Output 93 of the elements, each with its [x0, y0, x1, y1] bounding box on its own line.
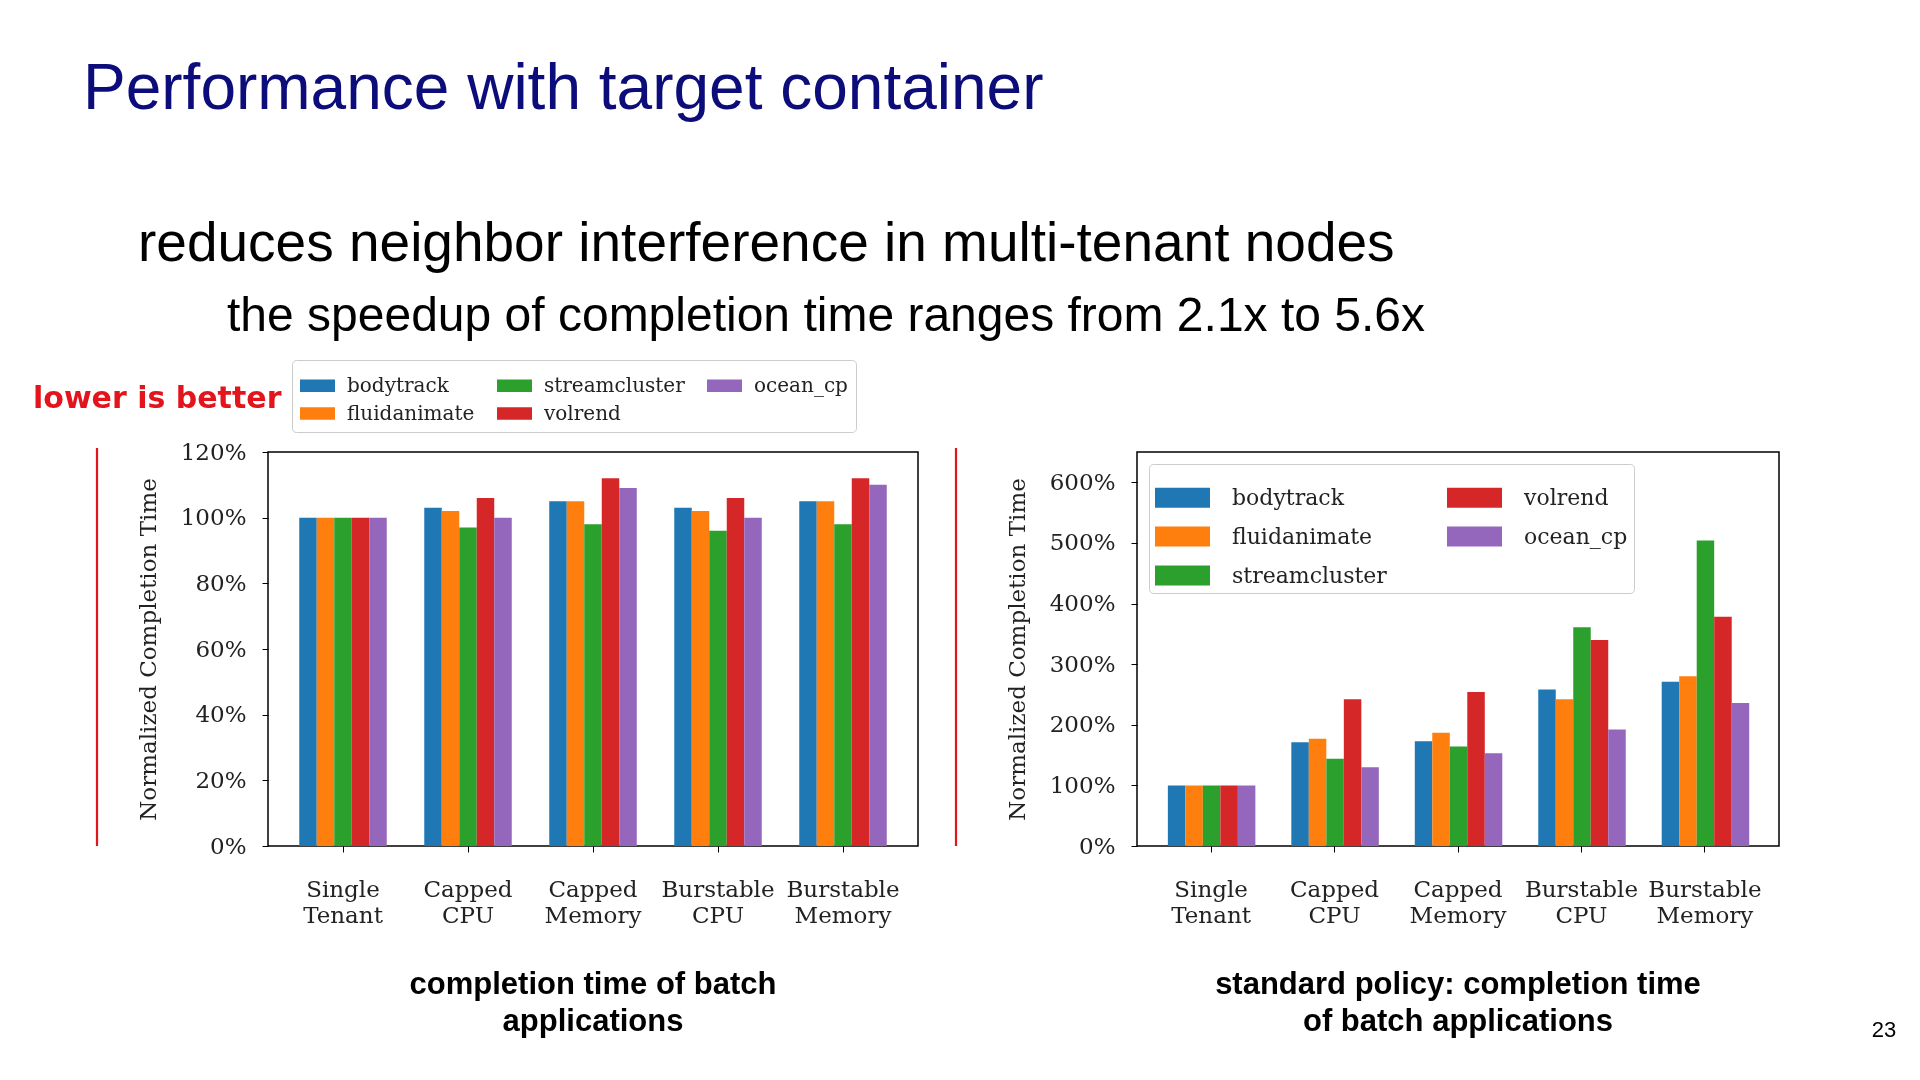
y-tick-label: 300%: [1049, 650, 1116, 677]
bar: [316, 517, 335, 846]
bar: [1432, 732, 1450, 846]
text: completion time of batch applications: [409, 966, 777, 1038]
legend-label: volrend: [1523, 484, 1609, 510]
y-tick-label: 0%: [210, 832, 247, 859]
text: standard policy: completion time of batch applications: [1215, 966, 1701, 1038]
x-tick-label: Capped CPU: [423, 875, 513, 928]
bar: [1608, 729, 1626, 846]
y-tick-label: 100%: [180, 504, 247, 531]
text: 23: [1871, 1017, 1897, 1042]
y-tick-label: 80%: [195, 569, 247, 596]
bar: [1573, 627, 1591, 846]
bar: [1414, 741, 1433, 846]
bar: [424, 507, 442, 846]
bar: [1291, 742, 1309, 846]
bar: [351, 517, 370, 846]
bar: [674, 507, 692, 846]
bar: [869, 484, 887, 846]
bar: [494, 517, 512, 846]
bar: [1326, 758, 1344, 846]
bar: [1714, 616, 1732, 846]
y-tick-label: 500%: [1049, 529, 1116, 556]
bar: [851, 478, 870, 846]
y-tick-label: 40%: [195, 701, 247, 728]
legend-label: fluidanimate: [347, 400, 475, 425]
y-tick-label: 20%: [195, 766, 247, 793]
y-tick-label: 600%: [1049, 468, 1116, 495]
bar: [1185, 785, 1203, 846]
bar: [744, 517, 762, 846]
x-tick-label: Capped Memory: [544, 875, 642, 928]
y-tick-label: 200%: [1049, 711, 1116, 738]
bar: [549, 501, 567, 846]
y-axis-title: Normalized Completion Time: [134, 478, 161, 821]
x-tick-label: Burstable Memory: [786, 875, 900, 928]
bar: [1484, 753, 1503, 846]
bar: [476, 497, 495, 846]
legend-label: ocean_cp: [754, 372, 848, 397]
bar: [441, 511, 460, 846]
bar: [1731, 702, 1750, 846]
bar: [566, 501, 585, 846]
legend-label: streamcluster: [1232, 562, 1388, 588]
bar: [1661, 681, 1680, 846]
text: Performance with target container: [83, 51, 1044, 123]
bar: [1167, 785, 1186, 846]
text: reduces neighbor interference in multi-tenant nodes: [138, 211, 1395, 273]
y-tick-label: 60%: [195, 635, 247, 662]
bar: [1696, 540, 1715, 846]
legend-label: streamcluster: [544, 372, 686, 397]
y-tick-label: 120%: [180, 438, 247, 465]
legend-label: bodytrack: [1232, 484, 1345, 510]
x-tick-label: Capped Memory: [1409, 875, 1507, 928]
bar: [1467, 692, 1485, 846]
bar: [1679, 676, 1697, 846]
legend-label: bodytrack: [347, 372, 450, 397]
bar: [601, 478, 620, 846]
bar: [584, 524, 602, 846]
legend-label: fluidanimate: [1232, 523, 1373, 549]
x-tick-label: Burstable CPU: [1524, 875, 1639, 928]
bar: [1202, 785, 1221, 846]
y-tick-label: 100%: [1049, 771, 1116, 798]
x-tick-label: Single Tenant: [303, 875, 384, 928]
x-tick-label: Capped CPU: [1289, 875, 1380, 928]
legend-label: volrend: [543, 400, 622, 425]
bar: [834, 524, 852, 846]
bar: [1449, 746, 1468, 846]
bar: [709, 530, 727, 846]
bar: [299, 517, 317, 846]
text: the speedup of completion time ranges from 2.1x to 5.6x: [227, 288, 1426, 341]
bar: [1308, 738, 1327, 846]
x-tick-label: Burstable CPU: [661, 875, 775, 928]
bar: [459, 527, 477, 846]
bar: [1555, 699, 1574, 846]
bar: [1361, 767, 1379, 846]
bar: [619, 488, 637, 846]
y-tick-label: 400%: [1049, 590, 1116, 617]
bar: [1220, 785, 1238, 846]
bar: [1538, 689, 1556, 846]
y-axis-title: Normalized Completion Time: [1003, 478, 1030, 821]
x-tick-label: Burstable Memory: [1648, 875, 1762, 928]
bar: [799, 501, 817, 846]
bar: [334, 517, 352, 846]
y-tick-label: 0%: [1079, 832, 1116, 859]
bar: [691, 511, 710, 846]
bar: [816, 501, 835, 846]
bar: [726, 497, 745, 846]
text: lower is better: [33, 380, 282, 415]
bar: [369, 517, 387, 846]
x-tick-label: Single Tenant: [1171, 875, 1252, 928]
bar: [1343, 699, 1362, 846]
bar: [1590, 639, 1609, 846]
legend-label: ocean_cp: [1524, 523, 1628, 549]
bar: [1237, 785, 1256, 846]
